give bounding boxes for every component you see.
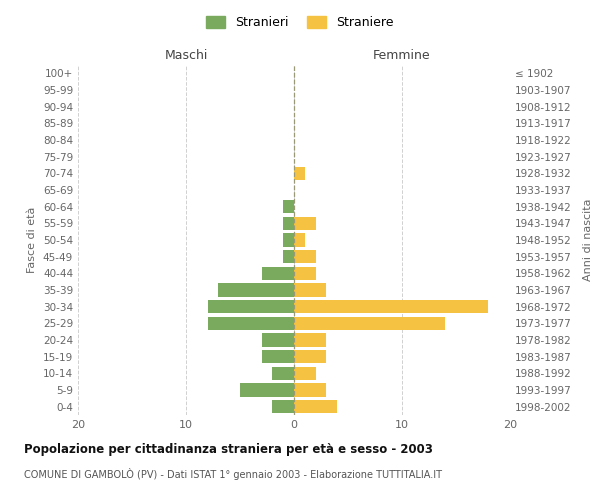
Y-axis label: Anni di nascita: Anni di nascita [583,198,593,281]
Bar [283,200,294,213]
Bar [240,384,294,396]
Bar [272,366,294,380]
Y-axis label: Fasce di età: Fasce di età [28,207,37,273]
Bar [208,300,294,314]
Bar [294,166,305,180]
Text: COMUNE DI GAMBOLÒ (PV) - Dati ISTAT 1° gennaio 2003 - Elaborazione TUTTITALIA.IT: COMUNE DI GAMBOLÒ (PV) - Dati ISTAT 1° g… [24,468,442,479]
Bar [262,350,294,364]
Bar [262,266,294,280]
Bar [294,350,326,364]
Text: Femmine: Femmine [373,48,431,62]
Bar [272,400,294,413]
Bar [262,334,294,346]
Bar [294,366,316,380]
Text: Popolazione per cittadinanza straniera per età e sesso - 2003: Popolazione per cittadinanza straniera p… [24,442,433,456]
Bar [294,400,337,413]
Bar [294,316,445,330]
Bar [283,234,294,246]
Bar [294,384,326,396]
Bar [283,216,294,230]
Bar [294,266,316,280]
Bar [294,300,488,314]
Bar [294,250,316,264]
Bar [294,334,326,346]
Bar [283,250,294,264]
Bar [208,316,294,330]
Bar [294,234,305,246]
Bar [294,284,326,296]
Bar [294,216,316,230]
Bar [218,284,294,296]
Legend: Stranieri, Straniere: Stranieri, Straniere [202,11,398,34]
Text: Maschi: Maschi [164,48,208,62]
